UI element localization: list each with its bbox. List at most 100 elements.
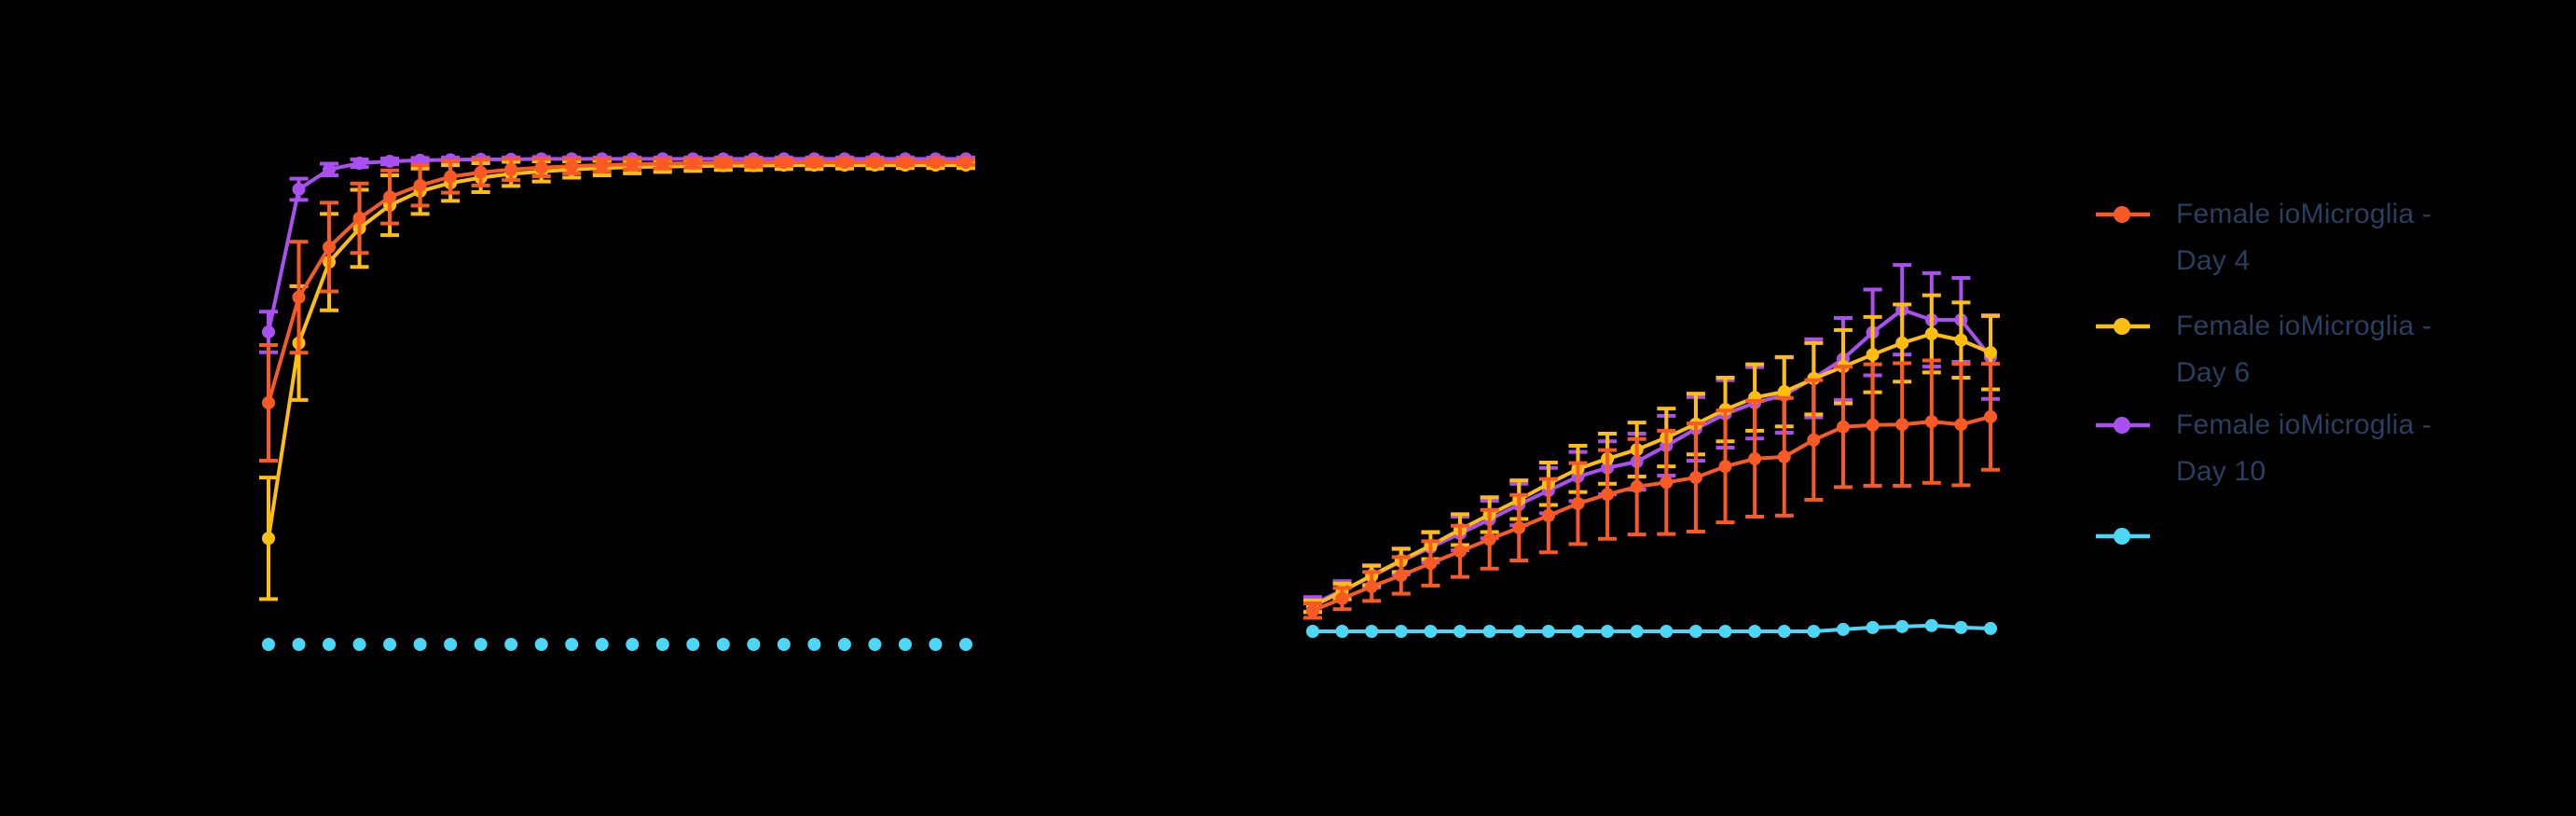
- data-point[interactable]: [262, 395, 275, 409]
- data-point[interactable]: [1895, 336, 1909, 350]
- data-point[interactable]: [1601, 488, 1615, 502]
- data-point[interactable]: [1512, 520, 1526, 534]
- data-point[interactable]: [1836, 622, 1850, 636]
- data-point[interactable]: [1482, 625, 1496, 638]
- data-point[interactable]: [1335, 591, 1349, 605]
- data-point[interactable]: [958, 156, 972, 169]
- data-point[interactable]: [1394, 569, 1408, 583]
- data-point[interactable]: [1895, 418, 1909, 432]
- data-point[interactable]: [1394, 625, 1408, 638]
- data-point[interactable]: [655, 157, 669, 171]
- data-point[interactable]: [1571, 625, 1585, 638]
- data-point[interactable]: [383, 190, 397, 204]
- data-point[interactable]: [1748, 451, 1762, 465]
- data-point[interactable]: [504, 162, 518, 176]
- data-point[interactable]: [898, 156, 912, 169]
- data-point[interactable]: [292, 638, 306, 651]
- data-point[interactable]: [837, 156, 851, 169]
- data-point[interactable]: [686, 157, 700, 171]
- data-point[interactable]: [413, 638, 427, 651]
- data-point[interactable]: [1571, 496, 1585, 510]
- data-point[interactable]: [565, 159, 579, 173]
- data-point[interactable]: [1777, 625, 1791, 638]
- data-point[interactable]: [1630, 479, 1644, 493]
- data-point[interactable]: [1984, 621, 1998, 635]
- data-point[interactable]: [1660, 625, 1674, 638]
- data-point[interactable]: [898, 638, 912, 651]
- data-point[interactable]: [1512, 625, 1526, 638]
- data-point[interactable]: [716, 638, 730, 651]
- data-point[interactable]: [292, 182, 306, 196]
- data-point[interactable]: [1954, 333, 1968, 347]
- legend-item-day10[interactable]: Female ioMicroglia - Day 10: [2094, 402, 2489, 495]
- data-point[interactable]: [413, 178, 427, 192]
- data-point[interactable]: [1541, 625, 1555, 638]
- data-point[interactable]: [1306, 603, 1319, 617]
- data-point[interactable]: [1688, 471, 1702, 485]
- data-point[interactable]: [565, 638, 579, 651]
- data-point[interactable]: [1660, 476, 1674, 490]
- data-point[interactable]: [1541, 508, 1555, 522]
- data-point[interactable]: [868, 638, 882, 651]
- data-point[interactable]: [383, 638, 397, 651]
- data-point[interactable]: [716, 156, 730, 170]
- data-point[interactable]: [1482, 532, 1496, 546]
- data-point[interactable]: [1866, 418, 1880, 432]
- data-point[interactable]: [686, 638, 700, 651]
- data-point[interactable]: [1924, 415, 1938, 429]
- data-point[interactable]: [1335, 625, 1349, 638]
- data-point[interactable]: [1954, 418, 1968, 432]
- data-point[interactable]: [534, 638, 548, 651]
- data-point[interactable]: [1718, 460, 1732, 474]
- data-point[interactable]: [352, 157, 366, 171]
- data-point[interactable]: [534, 160, 548, 174]
- data-point[interactable]: [1306, 625, 1319, 638]
- data-point[interactable]: [1807, 625, 1821, 638]
- data-point[interactable]: [1895, 619, 1909, 633]
- data-point[interactable]: [626, 638, 640, 651]
- data-point[interactable]: [1866, 348, 1880, 362]
- data-point[interactable]: [504, 638, 518, 651]
- data-point[interactable]: [655, 638, 669, 651]
- data-point[interactable]: [474, 165, 488, 179]
- data-point[interactable]: [1365, 625, 1379, 638]
- data-point[interactable]: [777, 638, 791, 651]
- data-point[interactable]: [352, 211, 366, 225]
- data-point[interactable]: [837, 638, 851, 651]
- data-point[interactable]: [595, 159, 609, 173]
- data-point[interactable]: [323, 162, 337, 176]
- data-point[interactable]: [262, 325, 275, 339]
- data-point[interactable]: [807, 156, 821, 169]
- data-point[interactable]: [262, 532, 275, 546]
- data-point[interactable]: [747, 156, 761, 170]
- data-point[interactable]: [595, 638, 609, 651]
- data-point[interactable]: [868, 156, 882, 169]
- data-point[interactable]: [444, 638, 458, 651]
- data-point[interactable]: [1836, 420, 1850, 434]
- data-point[interactable]: [1718, 625, 1732, 638]
- data-point[interactable]: [958, 638, 972, 651]
- data-point[interactable]: [747, 638, 761, 651]
- data-point[interactable]: [1924, 327, 1938, 341]
- data-point[interactable]: [1924, 618, 1938, 632]
- data-point[interactable]: [292, 290, 306, 304]
- data-point[interactable]: [1630, 625, 1644, 638]
- data-point[interactable]: [1453, 625, 1467, 638]
- data-point[interactable]: [807, 638, 821, 651]
- data-point[interactable]: [323, 638, 337, 651]
- data-point[interactable]: [1984, 346, 1998, 360]
- data-point[interactable]: [1777, 449, 1791, 463]
- data-point[interactable]: [626, 158, 640, 172]
- data-point[interactable]: [1424, 557, 1438, 571]
- data-point[interactable]: [1807, 433, 1821, 447]
- legend-item-day6[interactable]: Female ioMicroglia - Day 6: [2094, 303, 2489, 396]
- data-point[interactable]: [1777, 385, 1791, 399]
- data-point[interactable]: [929, 156, 943, 169]
- data-point[interactable]: [1866, 620, 1880, 634]
- data-point[interactable]: [474, 638, 488, 651]
- data-point[interactable]: [1601, 625, 1615, 638]
- legend-item-day4[interactable]: Female ioMicroglia - Day 4: [2094, 191, 2489, 284]
- data-point[interactable]: [1984, 409, 1998, 423]
- data-point[interactable]: [1365, 579, 1379, 593]
